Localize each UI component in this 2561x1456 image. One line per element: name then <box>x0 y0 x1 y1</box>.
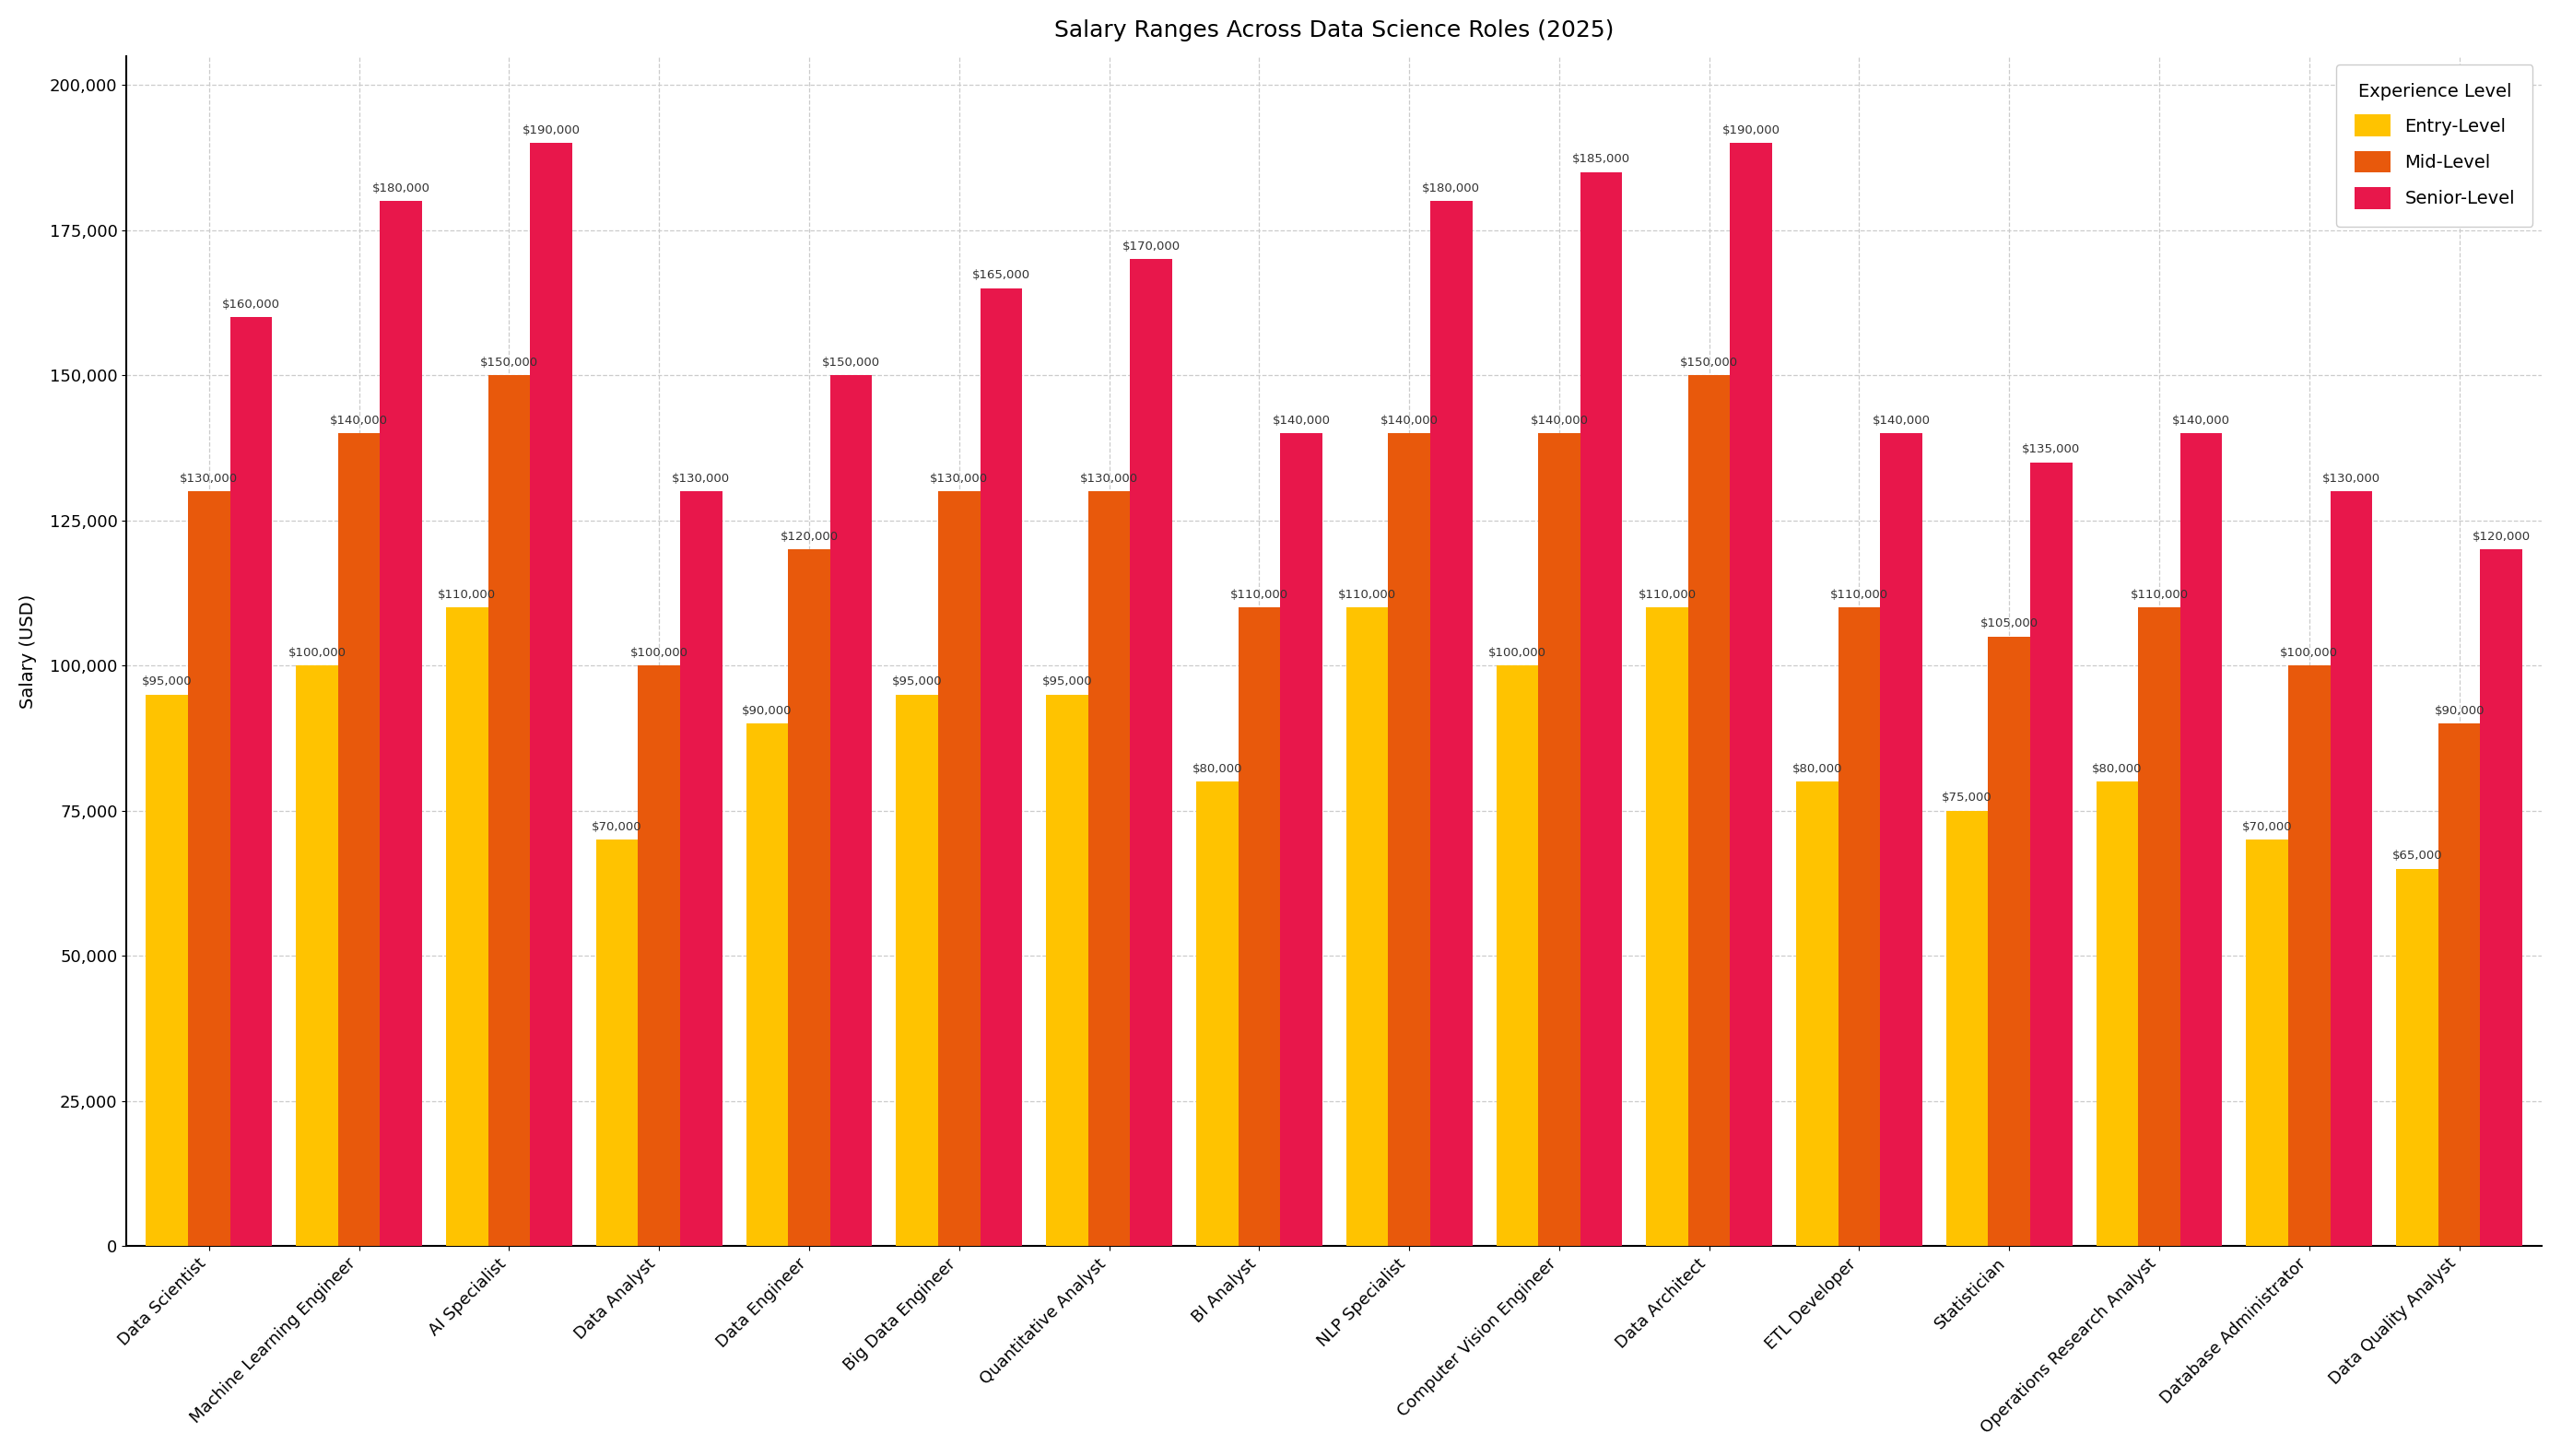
Text: $130,000: $130,000 <box>179 472 238 485</box>
Text: $190,000: $190,000 <box>522 124 581 135</box>
Bar <box>1496 665 1539 1246</box>
Bar <box>1045 695 1088 1246</box>
Text: $140,000: $140,000 <box>1380 415 1439 427</box>
Text: $165,000: $165,000 <box>973 269 1030 281</box>
Text: $90,000: $90,000 <box>743 705 791 716</box>
Bar <box>2397 869 2438 1246</box>
Text: $75,000: $75,000 <box>1941 792 1992 804</box>
Text: $140,000: $140,000 <box>2172 415 2231 427</box>
Bar <box>297 665 338 1246</box>
Text: $135,000: $135,000 <box>2023 444 2080 456</box>
Text: $130,000: $130,000 <box>930 472 989 485</box>
Bar <box>2479 549 2523 1246</box>
Bar <box>2138 607 2179 1246</box>
Text: $70,000: $70,000 <box>592 821 643 833</box>
Bar <box>187 492 230 1246</box>
Bar <box>1347 607 1388 1246</box>
Text: $110,000: $110,000 <box>2131 588 2187 600</box>
Bar <box>530 143 571 1246</box>
Bar <box>1795 782 1839 1246</box>
Text: $65,000: $65,000 <box>2392 850 2443 862</box>
Text: $150,000: $150,000 <box>822 357 881 368</box>
Text: $180,000: $180,000 <box>1421 182 1480 194</box>
Text: $140,000: $140,000 <box>330 415 389 427</box>
Text: $95,000: $95,000 <box>141 676 192 687</box>
Bar <box>2097 782 2138 1246</box>
Text: $120,000: $120,000 <box>781 530 837 543</box>
Text: $160,000: $160,000 <box>223 298 279 310</box>
Bar <box>338 434 379 1246</box>
Bar <box>638 665 681 1246</box>
Title: Salary Ranges Across Data Science Roles (2025): Salary Ranges Across Data Science Roles … <box>1055 19 1613 41</box>
Bar <box>745 724 789 1246</box>
Text: $185,000: $185,000 <box>1572 153 1631 165</box>
Bar <box>681 492 722 1246</box>
Text: $190,000: $190,000 <box>1721 124 1780 135</box>
Bar <box>2179 434 2223 1246</box>
Text: $180,000: $180,000 <box>371 182 430 194</box>
Text: $130,000: $130,000 <box>671 472 730 485</box>
Text: $100,000: $100,000 <box>630 646 689 658</box>
Bar <box>597 840 638 1246</box>
Bar <box>146 695 187 1246</box>
Bar <box>379 201 423 1246</box>
Bar <box>1280 434 1321 1246</box>
Text: $110,000: $110,000 <box>1337 588 1396 600</box>
Text: $80,000: $80,000 <box>1793 763 1841 775</box>
Bar <box>1987 636 2031 1246</box>
Y-axis label: Salary (USD): Salary (USD) <box>18 594 36 709</box>
Bar <box>1946 811 1987 1246</box>
Text: $100,000: $100,000 <box>287 646 346 658</box>
Bar <box>937 492 981 1246</box>
Bar <box>1647 607 1688 1246</box>
Bar <box>789 549 830 1246</box>
Bar <box>489 376 530 1246</box>
Bar <box>2290 665 2331 1246</box>
Text: $140,000: $140,000 <box>1529 415 1588 427</box>
Text: $105,000: $105,000 <box>1980 617 2039 629</box>
Bar <box>1688 376 1731 1246</box>
Text: $150,000: $150,000 <box>479 357 538 368</box>
Text: $80,000: $80,000 <box>1191 763 1242 775</box>
Text: $95,000: $95,000 <box>891 676 942 687</box>
Text: $110,000: $110,000 <box>1229 588 1288 600</box>
Text: $110,000: $110,000 <box>1639 588 1695 600</box>
Text: $110,000: $110,000 <box>438 588 497 600</box>
Text: $140,000: $140,000 <box>1872 415 1931 427</box>
Text: $110,000: $110,000 <box>1831 588 1887 600</box>
Bar <box>1880 434 1923 1246</box>
Text: $100,000: $100,000 <box>1488 646 1547 658</box>
Bar <box>2331 492 2371 1246</box>
Text: $130,000: $130,000 <box>1081 472 1137 485</box>
Text: $95,000: $95,000 <box>1042 676 1094 687</box>
Text: $90,000: $90,000 <box>2433 705 2484 716</box>
Bar <box>1580 172 1621 1246</box>
Bar <box>1129 259 1173 1246</box>
Text: $170,000: $170,000 <box>1122 240 1181 252</box>
Text: $80,000: $80,000 <box>2092 763 2144 775</box>
Bar <box>446 607 489 1246</box>
Bar <box>1731 143 1772 1246</box>
Text: $70,000: $70,000 <box>2241 821 2292 833</box>
Bar <box>2438 724 2479 1246</box>
Text: $140,000: $140,000 <box>1273 415 1329 427</box>
Bar <box>1429 201 1473 1246</box>
Bar <box>2031 463 2072 1246</box>
Text: $120,000: $120,000 <box>2471 530 2530 543</box>
Bar <box>830 376 873 1246</box>
Bar <box>1196 782 1237 1246</box>
Text: $150,000: $150,000 <box>1680 357 1739 368</box>
Text: $100,000: $100,000 <box>2279 646 2338 658</box>
Text: $130,000: $130,000 <box>2323 472 2379 485</box>
Bar <box>1237 607 1280 1246</box>
Bar <box>230 317 271 1246</box>
Bar <box>1539 434 1580 1246</box>
Bar <box>1839 607 1880 1246</box>
Bar <box>1388 434 1429 1246</box>
Bar <box>1088 492 1129 1246</box>
Bar <box>896 695 937 1246</box>
Bar <box>2246 840 2290 1246</box>
Legend: Entry-Level, Mid-Level, Senior-Level: Entry-Level, Mid-Level, Senior-Level <box>2336 66 2533 227</box>
Bar <box>981 288 1022 1246</box>
